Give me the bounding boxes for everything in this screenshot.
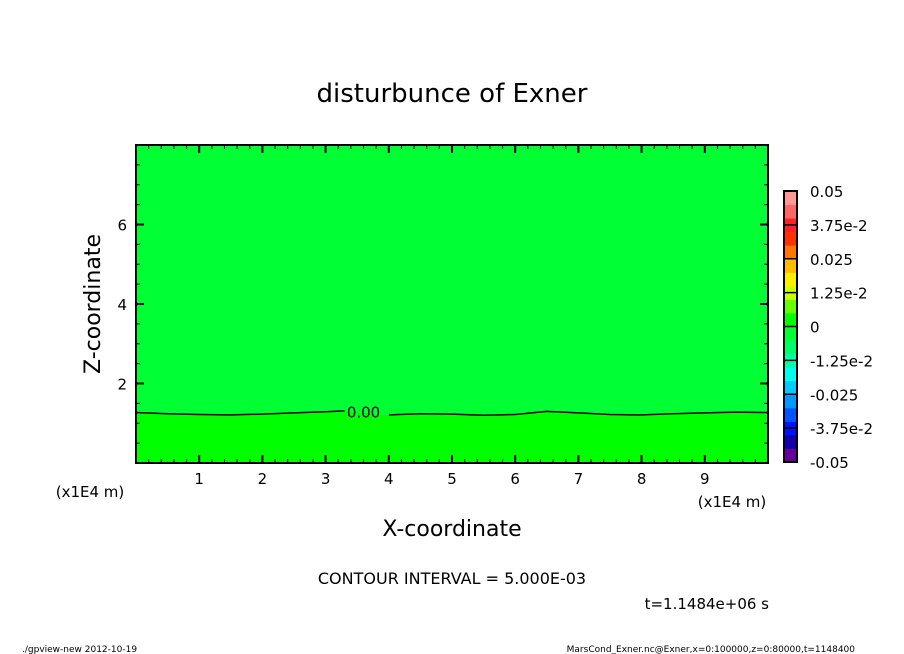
x-unit-label-right: (x1E4 m) bbox=[698, 493, 767, 511]
x-tick-label: 8 bbox=[637, 470, 647, 488]
contour-line-0 bbox=[135, 410, 345, 416]
y-axis-label: Z-coordinate bbox=[81, 234, 106, 374]
colorbar-cell bbox=[784, 258, 797, 273]
region-negative bbox=[136, 145, 768, 416]
colorbar-cell bbox=[784, 245, 797, 260]
colorbar-cell bbox=[784, 434, 797, 449]
colorbar-cell bbox=[784, 448, 797, 463]
contour-interval-text: CONTOUR INTERVAL = 5.000E-03 bbox=[318, 569, 586, 588]
chart-title: disturbunce of Exner bbox=[317, 79, 588, 109]
y-tick-label: 2 bbox=[117, 376, 127, 394]
colorbar-cell bbox=[784, 204, 797, 219]
contour-line-0-b bbox=[388, 410, 769, 417]
colorbar-cell bbox=[784, 299, 797, 314]
colorbar-cell bbox=[784, 340, 797, 355]
colorbar-label: 3.75e-2 bbox=[810, 217, 868, 235]
colorbar-label: -0.025 bbox=[810, 386, 858, 404]
x-tick-label: 5 bbox=[447, 470, 457, 488]
contour-label: 0.00 bbox=[347, 403, 380, 421]
colorbar-label: -1.25e-2 bbox=[810, 352, 873, 370]
x-tick-label: 2 bbox=[258, 470, 268, 488]
region-positive bbox=[136, 410, 768, 463]
colorbar-cell bbox=[784, 407, 797, 422]
colorbar-cell bbox=[784, 272, 797, 287]
colorbar-label: 0 bbox=[810, 319, 820, 337]
x-tick-label: 1 bbox=[194, 470, 204, 488]
colorbar-cell bbox=[784, 367, 797, 382]
colorbar-frame bbox=[783, 190, 798, 463]
footer-right: MarsCond_Exner.nc@Exner,x=0:100000,z=0:8… bbox=[567, 645, 856, 654]
x-tick-label: 3 bbox=[321, 470, 331, 488]
footer-left: ./gpview-new 2012-10-19 bbox=[22, 645, 137, 654]
x-tick-label: 7 bbox=[574, 470, 584, 488]
time-text: t=1.1484e+06 s bbox=[645, 595, 770, 613]
colorbar-cell bbox=[784, 380, 797, 395]
colorbar-cell bbox=[784, 231, 797, 246]
x-tick-label: 6 bbox=[510, 470, 520, 488]
colorbar-label: -3.75e-2 bbox=[810, 420, 873, 438]
colorbar-label: 0.05 bbox=[810, 183, 843, 201]
colorbar-label: -0.05 bbox=[810, 454, 849, 472]
colorbar-cell bbox=[784, 312, 797, 327]
x-tick-label: 9 bbox=[700, 470, 710, 488]
colorbar-cell bbox=[784, 326, 797, 341]
x-axis-label: X-coordinate bbox=[382, 517, 521, 542]
colorbar-label: 0.025 bbox=[810, 251, 853, 269]
y-tick-label: 6 bbox=[117, 217, 127, 235]
colorbar-cell bbox=[784, 191, 797, 206]
colorbar-cell bbox=[784, 394, 797, 409]
y-tick-label: 4 bbox=[117, 296, 127, 314]
x-tick-label: 4 bbox=[384, 470, 394, 488]
colorbar-label: 1.25e-2 bbox=[810, 285, 868, 303]
x-unit-label-left: (x1E4 m) bbox=[56, 483, 125, 501]
